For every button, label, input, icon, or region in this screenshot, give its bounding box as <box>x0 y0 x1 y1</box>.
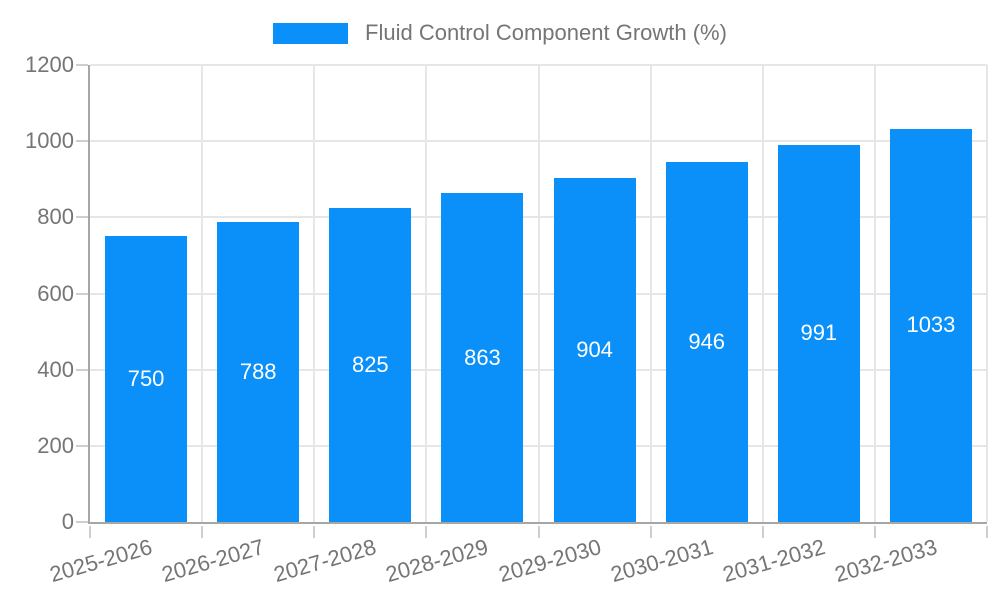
y-tick-label: 0 <box>61 509 74 534</box>
bar-value-label: 904 <box>576 336 613 362</box>
y-tick-label: 1200 <box>25 52 74 77</box>
bar: 1033 <box>889 128 972 522</box>
x-category-label: 2032-2033 <box>831 534 940 588</box>
x-axis-tick <box>873 526 876 538</box>
x-axis-tick <box>89 526 91 538</box>
bar: 825 <box>329 207 412 522</box>
bar-value-label: 1033 <box>906 312 956 338</box>
x-grid-line <box>986 65 988 522</box>
y-tick-label: 1000 <box>25 128 74 154</box>
y-axis-tick <box>76 216 88 219</box>
x-grid-line <box>201 65 204 522</box>
y-axis-tick <box>76 368 88 371</box>
y-axis-tick <box>76 292 88 295</box>
x-grid-line <box>873 65 876 522</box>
x-category-label: 2031-2032 <box>719 534 828 588</box>
bar-value-label: 750 <box>127 366 165 392</box>
x-category-label: 2028-2029 <box>383 534 492 588</box>
bar: 750 <box>105 236 188 522</box>
bar: 863 <box>441 193 524 522</box>
y-axis-tick <box>76 444 88 447</box>
y-tick-label: 400 <box>37 356 74 382</box>
y-axis-tick <box>76 64 88 66</box>
x-axis-tick <box>986 526 988 538</box>
x-axis-tick <box>649 526 652 538</box>
bar: 946 <box>665 161 748 522</box>
x-axis-tick <box>537 526 540 538</box>
bar: 904 <box>553 177 636 522</box>
x-category-label: 2027-2028 <box>271 534 380 588</box>
x-axis-tick <box>313 526 316 538</box>
bar-value-label: 946 <box>688 328 726 354</box>
plot-area: 750 788 825 863 904 946 991 1033 <box>76 64 988 538</box>
y-tick-label: 600 <box>37 280 74 306</box>
x-grid-line <box>537 65 540 522</box>
y-axis-tick <box>76 140 88 143</box>
x-axis-tick <box>761 526 764 538</box>
bar: 788 <box>217 221 300 522</box>
x-category-label: 2030-2031 <box>607 534 716 588</box>
bar-value-label: 788 <box>239 358 277 384</box>
x-axis-tick <box>201 526 204 538</box>
bar-value-label: 825 <box>351 351 389 377</box>
y-axis-labels: 0 200 400 600 800 1000 1200 <box>0 0 74 600</box>
x-grid-line <box>649 65 652 522</box>
legend[interactable]: Fluid Control Component Growth (%) <box>0 20 1000 46</box>
legend-label: Fluid Control Component Growth (%) <box>365 20 727 45</box>
y-axis-tick <box>76 521 88 523</box>
x-category-label: 2029-2030 <box>495 534 604 588</box>
x-category-label: 2026-2027 <box>159 534 268 588</box>
y-tick-label: 800 <box>37 204 74 230</box>
x-grid-line <box>313 65 316 522</box>
x-grid-line <box>761 65 764 522</box>
bar: 991 <box>777 144 860 522</box>
bar-value-label: 863 <box>464 344 501 370</box>
legend-swatch-icon <box>273 22 349 44</box>
x-axis-tick <box>425 526 428 538</box>
x-grid-line <box>425 65 428 522</box>
y-tick-label: 200 <box>37 432 74 458</box>
bar-value-label: 991 <box>800 320 838 346</box>
